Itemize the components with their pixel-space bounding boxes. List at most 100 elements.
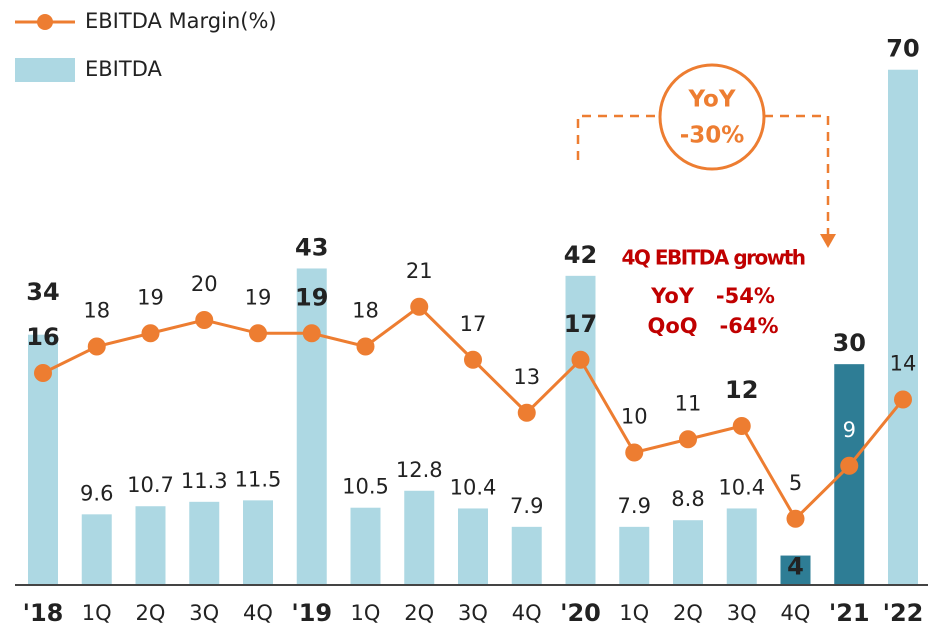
line-series — [34, 297, 912, 528]
bar-value-label: 43 — [295, 233, 328, 261]
line-marker — [464, 350, 482, 369]
line-marker — [410, 297, 429, 316]
line-value-label: 18 — [352, 299, 379, 323]
line-marker — [195, 311, 214, 329]
line-value-label: 14 — [890, 352, 917, 376]
line-value-label: 13 — [513, 365, 540, 389]
growth-note: 4Q EBITDA growth YoY -54% QoQ -64% — [621, 246, 806, 339]
x-tick-label: 1Q — [82, 601, 112, 625]
line-value-label: 21 — [406, 259, 433, 283]
bar-value-label: 12.8 — [396, 458, 443, 482]
legend-label: EBITDA — [85, 57, 162, 81]
legend-marker — [37, 14, 53, 30]
callout-circle — [658, 63, 766, 171]
bar — [565, 275, 596, 585]
line-value-label: 19 — [245, 285, 272, 309]
line-value-label: 16 — [26, 323, 59, 351]
line-value-label: 11 — [675, 391, 702, 415]
x-tick-label: 1Q — [619, 601, 649, 625]
line-marker — [679, 430, 697, 449]
line-marker — [625, 443, 644, 462]
bar-value-label: 42 — [564, 241, 597, 269]
line-marker — [249, 324, 267, 343]
bar — [511, 526, 542, 585]
x-tick-label: '18 — [23, 599, 64, 626]
bar-value-label: 11.3 — [181, 469, 228, 493]
x-tick-label: 4Q — [243, 601, 273, 625]
bar-value-label: 10.4 — [718, 475, 765, 499]
callout-text: YoY — [688, 87, 736, 113]
x-tick-label: 3Q — [727, 601, 757, 625]
x-tick-label: 3Q — [458, 601, 488, 625]
line-marker — [356, 337, 375, 356]
x-tick-label: 2Q — [673, 601, 703, 625]
callout-bracket — [576, 114, 830, 238]
line-value-label: 5 — [789, 471, 802, 495]
legend: EBITDA Margin(%) EBITDA — [15, 9, 277, 82]
bar-value-label: 11.5 — [235, 467, 282, 491]
line-value-label: 17 — [564, 310, 597, 338]
bar-value-label: 10.5 — [342, 475, 389, 499]
x-tick-label: 4Q — [512, 601, 542, 625]
x-tick-label: '21 — [829, 599, 870, 626]
bars — [28, 69, 918, 585]
line-value-label: 18 — [83, 299, 110, 323]
bar-value-label: 10.4 — [450, 475, 497, 499]
bar — [726, 508, 757, 585]
line-marker — [840, 456, 859, 475]
x-tick-label: 1Q — [351, 601, 381, 625]
bar — [888, 69, 918, 585]
bar — [350, 507, 381, 585]
x-tick-label: '19 — [291, 599, 332, 626]
annotation: QoQ -64% — [647, 314, 778, 338]
bar — [404, 490, 435, 585]
legend-label: EBITDA Margin(%) — [85, 9, 277, 33]
bar — [135, 506, 166, 585]
line-marker — [894, 390, 912, 409]
line-marker — [34, 364, 52, 382]
x-tick-label: 2Q — [136, 601, 166, 625]
bar-value-label: 10.7 — [127, 473, 174, 497]
line-marker — [571, 350, 590, 369]
line-marker — [732, 417, 751, 435]
bar-value-label: 34 — [26, 278, 59, 306]
bar-value-label: 4 — [787, 553, 804, 581]
x-tick-label: '22 — [883, 599, 924, 626]
bar-value-label: 8.8 — [671, 487, 704, 511]
x-tick-label: 4Q — [781, 601, 811, 625]
bar-value-label: 30 — [833, 329, 866, 357]
bar-value-label: 70 — [886, 35, 919, 63]
bar — [458, 508, 488, 585]
bar — [619, 526, 650, 585]
callout-text: -30% — [680, 123, 745, 149]
callout-arrow — [820, 234, 836, 248]
x-tick-label: '20 — [560, 599, 601, 626]
legend-swatch — [15, 58, 75, 82]
labels: 16 34 '18 18 9.6 1Q 19 10.7 2Q 20 11.3 3Q 19 11.5 4Q 19… — [23, 35, 924, 627]
line-marker — [517, 403, 536, 422]
annotation: 4Q EBITDA growth — [621, 246, 804, 270]
x-tick-label: 3Q — [189, 601, 219, 625]
line-marker — [87, 337, 106, 356]
x-tick-label: 2Q — [404, 601, 434, 625]
callout: YoY -30% — [576, 63, 836, 248]
line-value-label: 9 — [843, 418, 856, 442]
line-marker — [141, 324, 160, 343]
line-value-label: 10 — [621, 405, 648, 429]
bar-value-label: 7.9 — [510, 494, 543, 518]
bar — [189, 501, 220, 585]
bar — [81, 514, 112, 585]
line-value-label: 17 — [460, 312, 487, 336]
bar-value-label: 9.6 — [80, 481, 113, 505]
line-value-label: 19 — [295, 283, 328, 311]
bar — [296, 268, 327, 585]
line-value-label: 20 — [191, 272, 218, 296]
line-marker — [302, 324, 321, 343]
bar — [243, 500, 273, 585]
line-value-label: 12 — [725, 376, 758, 404]
line-value-label: 19 — [137, 285, 164, 309]
bar — [780, 555, 811, 585]
line-marker — [786, 509, 805, 528]
annotation: YoY -54% — [650, 284, 775, 308]
